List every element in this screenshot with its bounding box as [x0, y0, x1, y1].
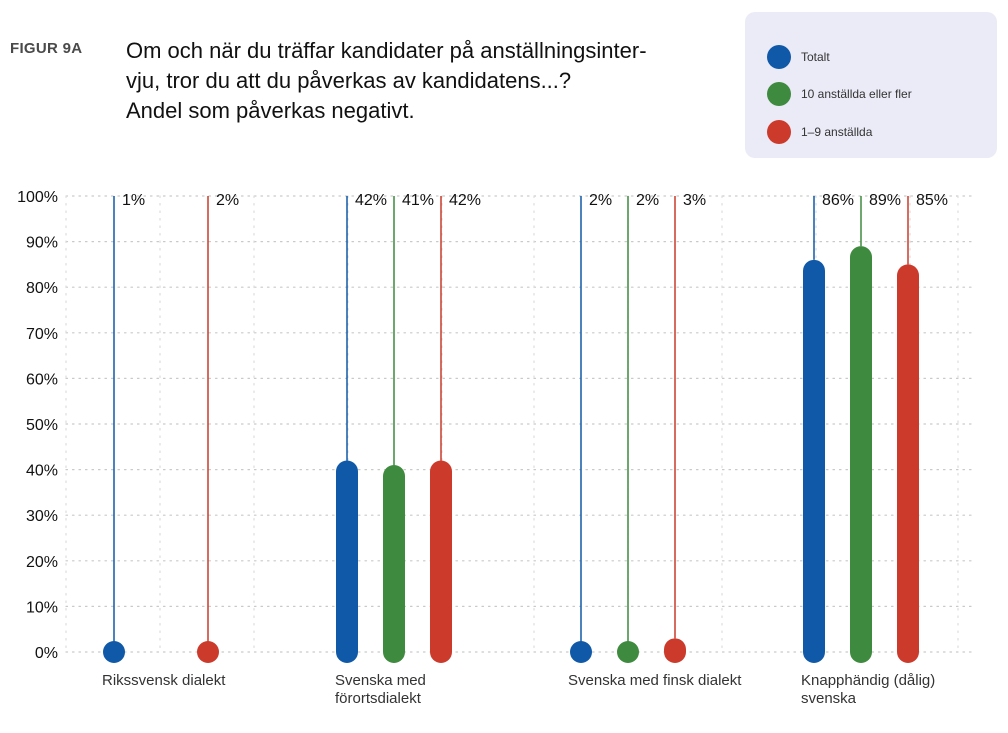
x-label-forort: Svenska med förortsdialekt	[335, 672, 525, 708]
data-label: 2%	[589, 192, 612, 209]
bar	[664, 638, 686, 663]
data-label: 89%	[869, 192, 901, 209]
y-tick-label: 0%	[35, 645, 58, 662]
y-tick-label: 40%	[26, 463, 58, 480]
data-label: 1%	[122, 192, 145, 209]
data-label: 42%	[449, 192, 481, 209]
legend: Totalt 10 anställda eller fler 1–9 anstä…	[745, 12, 997, 158]
legend-swatch-10-plus	[767, 82, 791, 106]
data-label: 42%	[355, 192, 387, 209]
x-label-finsk: Svenska med finsk dialekt	[568, 672, 758, 690]
bar	[850, 246, 872, 663]
bar	[897, 264, 919, 663]
legend-label-totalt: Totalt	[801, 50, 830, 64]
y-tick-label: 20%	[26, 554, 58, 571]
x-label-line: Knapphändig (dålig)	[801, 672, 936, 689]
x-label-line: Svenska med	[335, 672, 426, 689]
y-tick-label: 50%	[26, 417, 58, 434]
legend-item-totalt: Totalt	[767, 45, 830, 69]
chart-title: Om och när du träffar kandidater på anst…	[126, 36, 726, 126]
legend-swatch-totalt	[767, 45, 791, 69]
x-label-rikssvensk: Rikssvensk dialekt	[102, 672, 292, 690]
data-label: 41%	[402, 192, 434, 209]
y-tick-label: 80%	[26, 280, 58, 297]
y-tick-label: 100%	[17, 189, 58, 206]
legend-item-1-9: 1–9 anställda	[767, 120, 872, 144]
title-line-2: vju, tror du att du påverkas av kandidat…	[126, 68, 572, 93]
legend-label-10-plus: 10 anställda eller fler	[801, 87, 912, 101]
data-label: 2%	[216, 192, 239, 209]
bar	[103, 641, 125, 663]
x-label-line: Rikssvensk dialekt	[102, 672, 226, 689]
y-tick-label: 60%	[26, 371, 58, 388]
legend-label-1-9: 1–9 anställda	[801, 125, 873, 139]
x-label-line: svenska	[801, 690, 857, 707]
bar	[430, 460, 452, 663]
bar	[336, 460, 358, 663]
x-label-line: förortsdialekt	[335, 690, 421, 707]
y-tick-label: 70%	[26, 326, 58, 343]
data-label: 86%	[822, 192, 854, 209]
y-tick-label: 90%	[26, 235, 58, 252]
bar	[570, 641, 592, 663]
data-label: 2%	[636, 192, 659, 209]
bar	[803, 259, 825, 663]
y-tick-label: 30%	[26, 508, 58, 525]
x-label-knapphandig: Knapphändig (dålig) svenska	[801, 672, 991, 708]
bar	[383, 465, 405, 663]
x-label-line: Svenska med finsk dialekt	[568, 672, 742, 689]
figure-label: FIGUR 9A	[10, 40, 83, 57]
title-line-1: Om och när du träffar kandidater på anst…	[126, 38, 647, 63]
y-tick-label: 10%	[26, 599, 58, 616]
bar	[617, 641, 639, 663]
data-label: 3%	[683, 192, 706, 209]
legend-swatch-1-9	[767, 120, 791, 144]
bar	[197, 641, 219, 663]
data-label: 85%	[916, 192, 948, 209]
legend-item-10-plus: 10 anställda eller fler	[767, 82, 912, 106]
title-line-3: Andel som påverkas negativt.	[126, 98, 415, 123]
